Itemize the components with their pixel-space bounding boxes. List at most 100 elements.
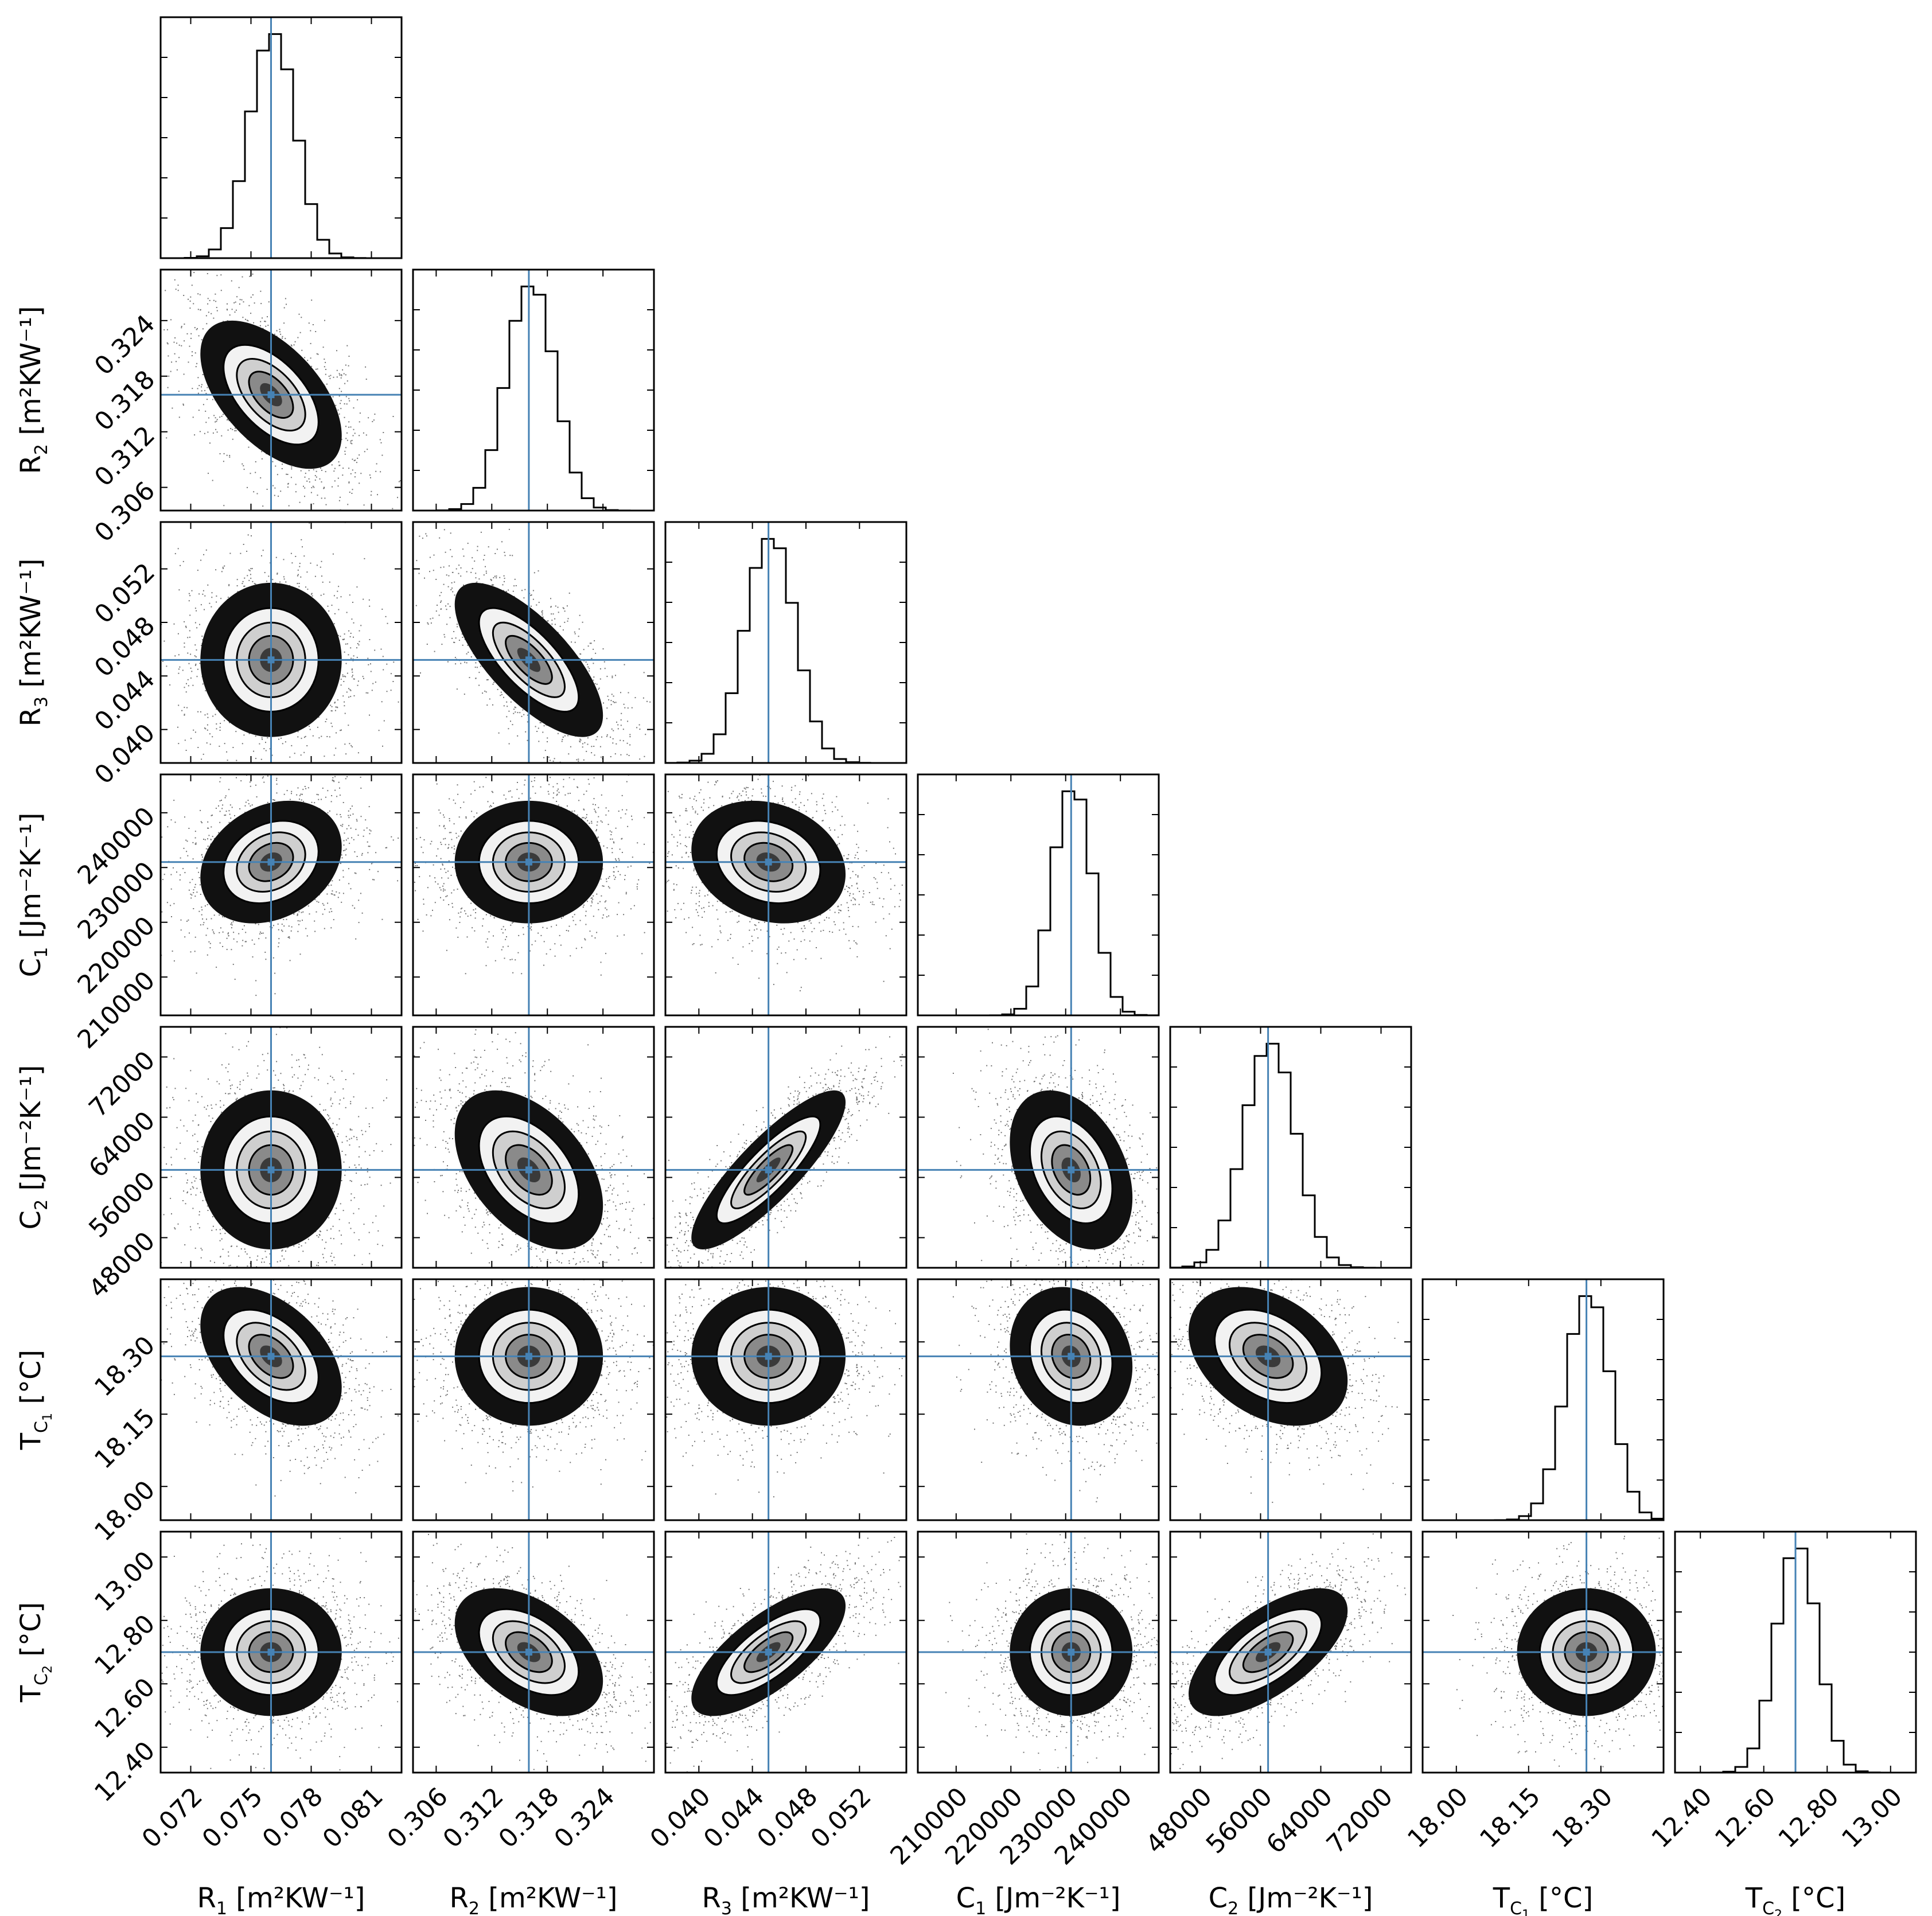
x-tick-label: 0.078 [257,1782,329,1853]
x-tick-label: 0.044 [698,1782,770,1853]
x-tick-label: 0.312 [438,1782,509,1853]
x-tick-label: 0.318 [493,1782,565,1853]
panel-frame [412,1531,655,1774]
panel-frame [664,1026,907,1269]
x-tick-label: 0.052 [805,1782,877,1853]
truth-marker [1068,1649,1075,1656]
truth-marker [765,1166,772,1174]
x-tick-label: 48000 [1140,1782,1218,1859]
y-axis-label-C2: C2 [Jm⁻²K⁻¹] [15,1065,52,1230]
x-axis-label-R3: R3 [m²KW⁻¹] [702,1882,870,1916]
panel-frame [412,268,655,512]
y-axis-label-C1: C1 [Jm⁻²K⁻¹] [15,813,52,978]
y-tick-label: 18.15 [89,1403,161,1474]
panel-frame [1169,1531,1412,1774]
y-tick-label: 48000 [83,1226,161,1304]
x-tick-label: 0.324 [548,1782,620,1853]
y-axis-label-R3: R3 [m²KW⁻¹] [15,559,52,727]
y-tick-label: 18.30 [89,1330,161,1402]
panel-frame [1421,1531,1665,1774]
panel-frame [159,268,403,512]
x-tick-label: 64000 [1261,1782,1338,1859]
histogram-C1 [917,773,1160,1017]
y-axis-label-Tc2: TC2 [°C] [15,1602,55,1703]
truth-marker [525,1166,532,1174]
y-tick-label: 0.040 [89,718,161,790]
scatter-Tc1-vs-C1 [917,1278,1160,1521]
x-tick-label: 13.00 [1836,1782,1908,1853]
truth-marker [267,656,275,664]
truth-marker [267,858,275,866]
y-tick-label: 0.044 [89,665,161,737]
y-tick-label: 13.00 [89,1545,161,1617]
x-tick-label: 12.40 [1646,1782,1717,1853]
x-tick-label: 0.072 [137,1782,208,1853]
x-tick-label: 18.30 [1547,1782,1618,1853]
x-axis-label-C1: C1 [Jm⁻²K⁻¹] [956,1882,1121,1916]
scatter-C2-vs-R2 [412,1026,655,1269]
x-tick-label: 0.075 [197,1782,268,1853]
panel-frame [1169,1278,1412,1521]
x-tick-label: 18.00 [1402,1782,1474,1853]
truth-marker [1264,1649,1272,1656]
y-tick-label: 0.312 [89,420,161,492]
histogram-Tc1 [1421,1278,1665,1521]
x-tick-label: 0.081 [317,1782,389,1853]
y-tick-label: 12.40 [89,1736,161,1808]
truth-marker [1068,1166,1075,1174]
panel-frame [159,1531,403,1774]
panel-frame [664,773,907,1017]
histogram-R2 [412,268,655,512]
y-tick-label: 0.048 [89,611,161,683]
truth-marker [1264,1353,1272,1360]
panel-frame [159,773,403,1017]
histogram-C2 [1169,1026,1412,1269]
truth-marker [525,1649,532,1656]
y-tick-label: 56000 [83,1166,161,1244]
scatter-C2-vs-R3 [664,1026,907,1269]
histogram-bars [413,285,654,511]
panel-frame [664,1531,907,1774]
histogram-bars [1423,1295,1664,1520]
histogram-R1 [159,16,403,259]
truth-marker [765,1353,772,1360]
panel-frame [664,1278,907,1521]
x-axis-label-R1: R1 [m²KW⁻¹] [197,1882,365,1916]
x-axis-label-Tc1: TC1 [°C] [1493,1882,1594,1916]
truth-marker [1068,1353,1075,1360]
panel-frame [412,521,655,764]
truth-marker [1583,1649,1590,1656]
y-tick-label: 18.00 [89,1475,161,1547]
panel-frame [1169,1026,1412,1269]
panel-frame [159,1278,403,1521]
histogram-R3 [664,521,907,764]
y-tick-label: 0.318 [89,365,161,437]
scatter-C2-vs-C1 [917,1026,1160,1269]
panel-frame [917,1026,1160,1269]
scatter-R3-vs-R2 [412,521,655,764]
x-tick-label: 18.15 [1474,1782,1546,1853]
scatter-C1-vs-R2 [412,773,655,1017]
x-tick-label: 12.80 [1773,1782,1845,1853]
panel-frame [412,1278,655,1521]
histogram-bars [1170,1042,1411,1268]
y-tick-label: 12.80 [89,1609,161,1681]
scatter-Tc1-vs-R2 [412,1278,655,1521]
truth-marker [267,1649,275,1656]
y-tick-label: 0.052 [89,558,161,629]
histogram-bars [161,33,402,258]
panel-frame [159,1026,403,1269]
y-tick-label: 0.306 [89,476,161,548]
truth-marker [267,1166,275,1174]
scatter-C1-vs-R3 [664,773,907,1017]
x-axis-label-C2: C2 [Jm⁻²K⁻¹] [1209,1882,1373,1916]
truth-marker [525,656,532,664]
histogram-bars [665,538,906,763]
